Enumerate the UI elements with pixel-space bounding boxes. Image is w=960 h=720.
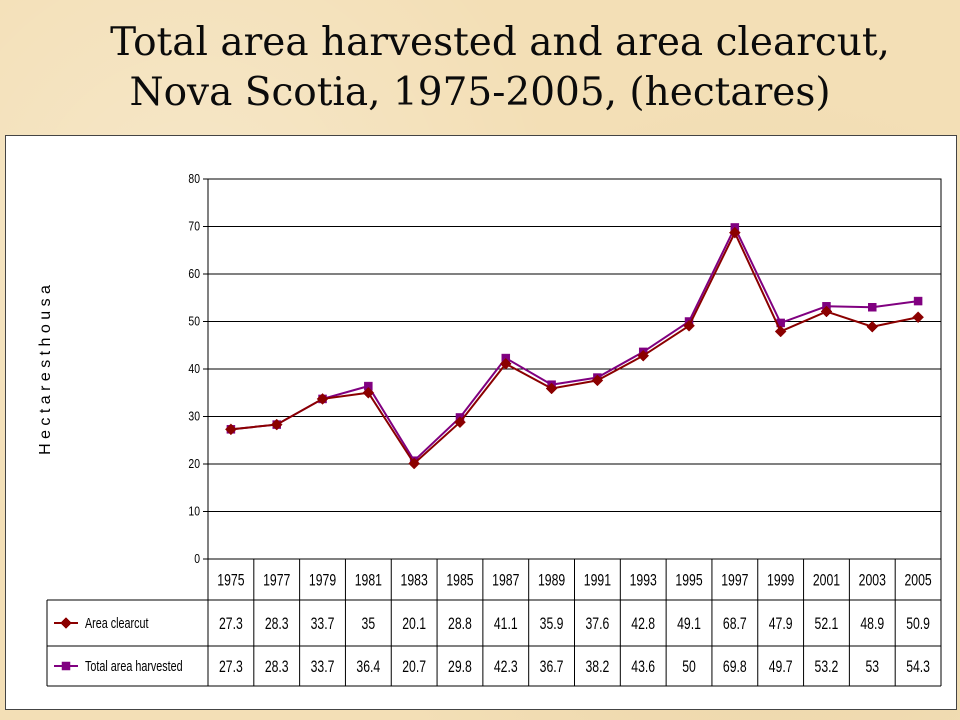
data-table-cell: 43.6 <box>631 658 655 676</box>
data-point <box>637 349 650 362</box>
data-point <box>866 320 879 333</box>
data-table-cell: 36.4 <box>356 658 380 676</box>
data-table-cell: 53 <box>865 658 879 676</box>
data-table-cell: 41.1 <box>494 615 518 633</box>
data-table-cell: 52.1 <box>815 615 839 633</box>
x-tick-label: 1991 <box>584 572 611 590</box>
data-table-cell: 47.9 <box>769 615 793 633</box>
data-table-cell: 35.9 <box>540 615 564 633</box>
data-table-cell: 28.3 <box>265 658 289 676</box>
data-table-cell: 33.7 <box>311 658 335 676</box>
y-tick-label: 60 <box>188 267 200 281</box>
data-point <box>728 226 741 239</box>
y-tick-label: 80 <box>188 172 200 186</box>
x-tick-label: 1975 <box>217 572 244 590</box>
data-point <box>408 457 421 470</box>
data-point <box>270 418 283 431</box>
x-tick-label: 1997 <box>721 572 748 590</box>
data-point <box>591 374 604 387</box>
data-table-cell: 27.3 <box>219 615 243 633</box>
series-line-clearcut <box>230 230 919 466</box>
data-point <box>454 416 466 429</box>
data-point <box>316 393 329 405</box>
data-table-cell: 49.7 <box>769 658 793 676</box>
chart-title: Total area harvested and area clearcut, … <box>0 18 960 118</box>
data-point <box>683 319 695 332</box>
x-tick-label: 1981 <box>355 572 382 590</box>
data-table-cell: 29.8 <box>448 658 472 676</box>
legend-label: Total area harvested <box>85 657 183 674</box>
x-tick-label: 1995 <box>675 572 702 590</box>
data-table-cell: 37.6 <box>586 615 610 633</box>
data-table-cell: 27.3 <box>219 658 243 676</box>
y-tick-label: 20 <box>188 457 200 471</box>
x-tick-label: 1983 <box>401 572 428 590</box>
legend-key-marker <box>60 617 72 629</box>
data-point <box>545 382 558 395</box>
x-tick-label: 1987 <box>492 572 519 590</box>
data-point <box>820 305 833 318</box>
data-point <box>362 386 375 399</box>
data-table-cell: 20.7 <box>402 658 426 676</box>
data-point <box>868 303 877 312</box>
y-tick-label: 10 <box>188 504 200 518</box>
x-tick-label: 1999 <box>767 572 794 590</box>
data-table-cell: 20.1 <box>402 615 426 633</box>
data-table-cell: 33.7 <box>311 615 335 633</box>
data-point <box>913 296 923 306</box>
data-table-cell: 36.7 <box>540 658 564 676</box>
data-table-cell: 42.8 <box>631 615 655 633</box>
y-tick-label: 30 <box>188 409 200 423</box>
y-tick-label: 40 <box>188 362 200 376</box>
x-tick-label: 2005 <box>904 572 931 590</box>
data-table-cell: 50 <box>682 658 696 676</box>
x-tick-label: 2003 <box>859 572 886 590</box>
y-axis-label: H e c t a r e s t h o u s a <box>37 285 54 455</box>
data-point <box>225 423 237 436</box>
series-line-harvested <box>230 225 919 463</box>
data-table-cell: 53.2 <box>815 658 839 676</box>
chart-title-line-1: Total area harvested and area clearcut, <box>110 20 890 65</box>
data-point <box>774 325 787 338</box>
x-tick-label: 1979 <box>309 572 336 590</box>
data-table-cell: 42.3 <box>494 658 518 676</box>
x-tick-label: 1977 <box>263 572 290 590</box>
y-tick-label: 50 <box>188 314 200 328</box>
x-tick-label: 1989 <box>538 572 565 590</box>
data-table-cell: 68.7 <box>723 615 747 633</box>
x-tick-label: 2001 <box>813 572 840 590</box>
data-point <box>499 357 512 370</box>
data-table-cell: 35 <box>362 615 376 633</box>
data-table-cell: 50.9 <box>906 615 930 633</box>
x-tick-label: 1985 <box>446 572 473 590</box>
data-table-cell: 48.9 <box>860 615 884 633</box>
y-tick-label: 70 <box>188 219 200 233</box>
data-table-cell: 28.3 <box>265 615 289 633</box>
legend-key-marker <box>61 661 71 671</box>
data-table-cell: 49.1 <box>677 615 701 633</box>
legend-label: Area clearcut <box>85 614 149 631</box>
x-tick-label: 1993 <box>630 572 657 590</box>
data-table-cell: 54.3 <box>906 658 930 676</box>
y-tick-label: 0 <box>194 552 200 566</box>
data-table-cell: 28.8 <box>448 615 472 633</box>
chart-title-line-2: Nova Scotia, 1975-2005, (hectares) <box>129 70 831 115</box>
data-point <box>912 311 924 324</box>
data-table-cell: 69.8 <box>723 658 747 676</box>
data-table-cell: 38.2 <box>586 658 610 676</box>
